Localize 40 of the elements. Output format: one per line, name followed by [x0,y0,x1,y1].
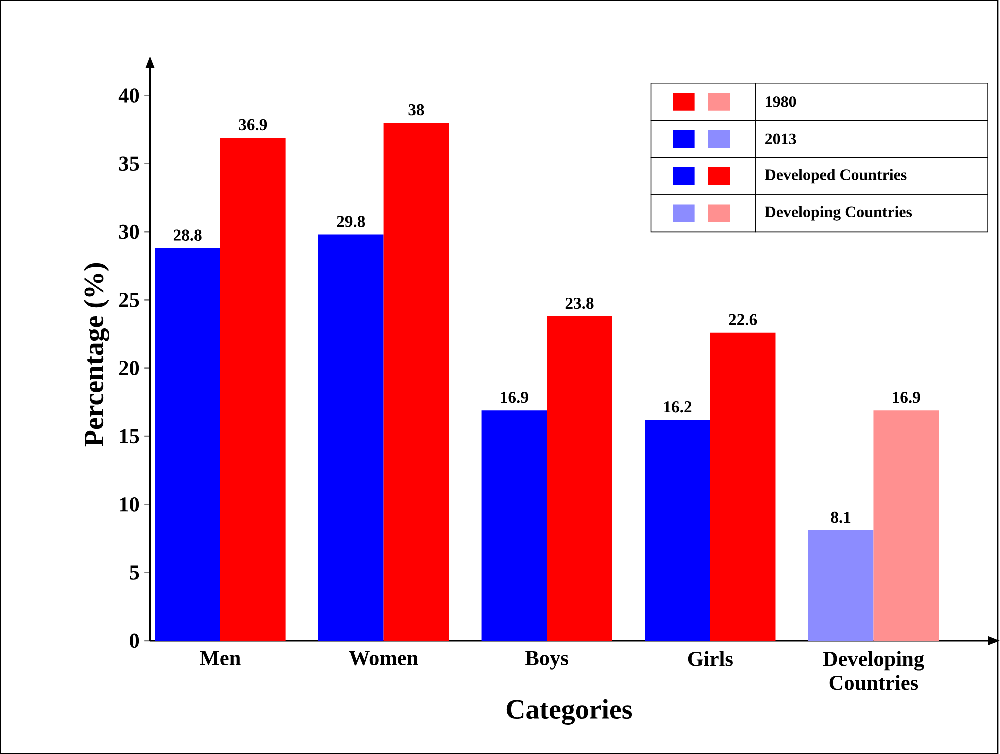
bar [645,420,710,641]
data-label: 36.9 [239,119,268,130]
bar [547,316,612,641]
data-label: 16.9 [501,392,528,404]
y-tick-label: 5 [130,566,140,580]
data-label: 38 [408,104,424,116]
data-label: 22.6 [729,314,758,326]
bar [482,410,548,641]
x-tick-label: Developing Countries [823,651,924,690]
y-axis-title: Percentage (%) [84,263,110,446]
bar [318,234,384,641]
x-tick-label: Boys [526,651,568,670]
bar [384,122,450,641]
y-tick-label: 0 [130,634,140,648]
annotation: Developing Countries [765,206,912,221]
data-label: 28.8 [174,230,202,241]
data-label: 16.9 [893,392,920,404]
data-label: 16.2 [664,401,692,413]
x-axis-title: Categories [506,699,632,725]
y-tick-label: 10 [120,497,140,512]
data-label: 29.8 [337,216,366,228]
y-tick-label: 35 [119,156,140,171]
legend-label: 2013 [766,134,796,144]
legend-label: 1980 [766,96,796,108]
bar [808,530,874,641]
x-tick-label: Girls [688,651,733,666]
y-tick-label: 20 [120,361,140,376]
y-tick-label: 25 [120,292,140,308]
bar [155,248,220,641]
annotation: Developed Countries [765,168,907,184]
data-label: 8.1 [831,512,851,524]
bar [874,410,940,641]
x-tick-label: Men [200,651,241,666]
x-tick-label: Women [349,651,418,666]
y-tick-label: 30 [119,224,140,240]
y-tick-label: 15 [120,429,140,444]
y-tick-label: 40 [118,88,140,103]
bar [710,332,776,641]
data-label: 23.8 [566,298,594,310]
bar [220,138,286,641]
